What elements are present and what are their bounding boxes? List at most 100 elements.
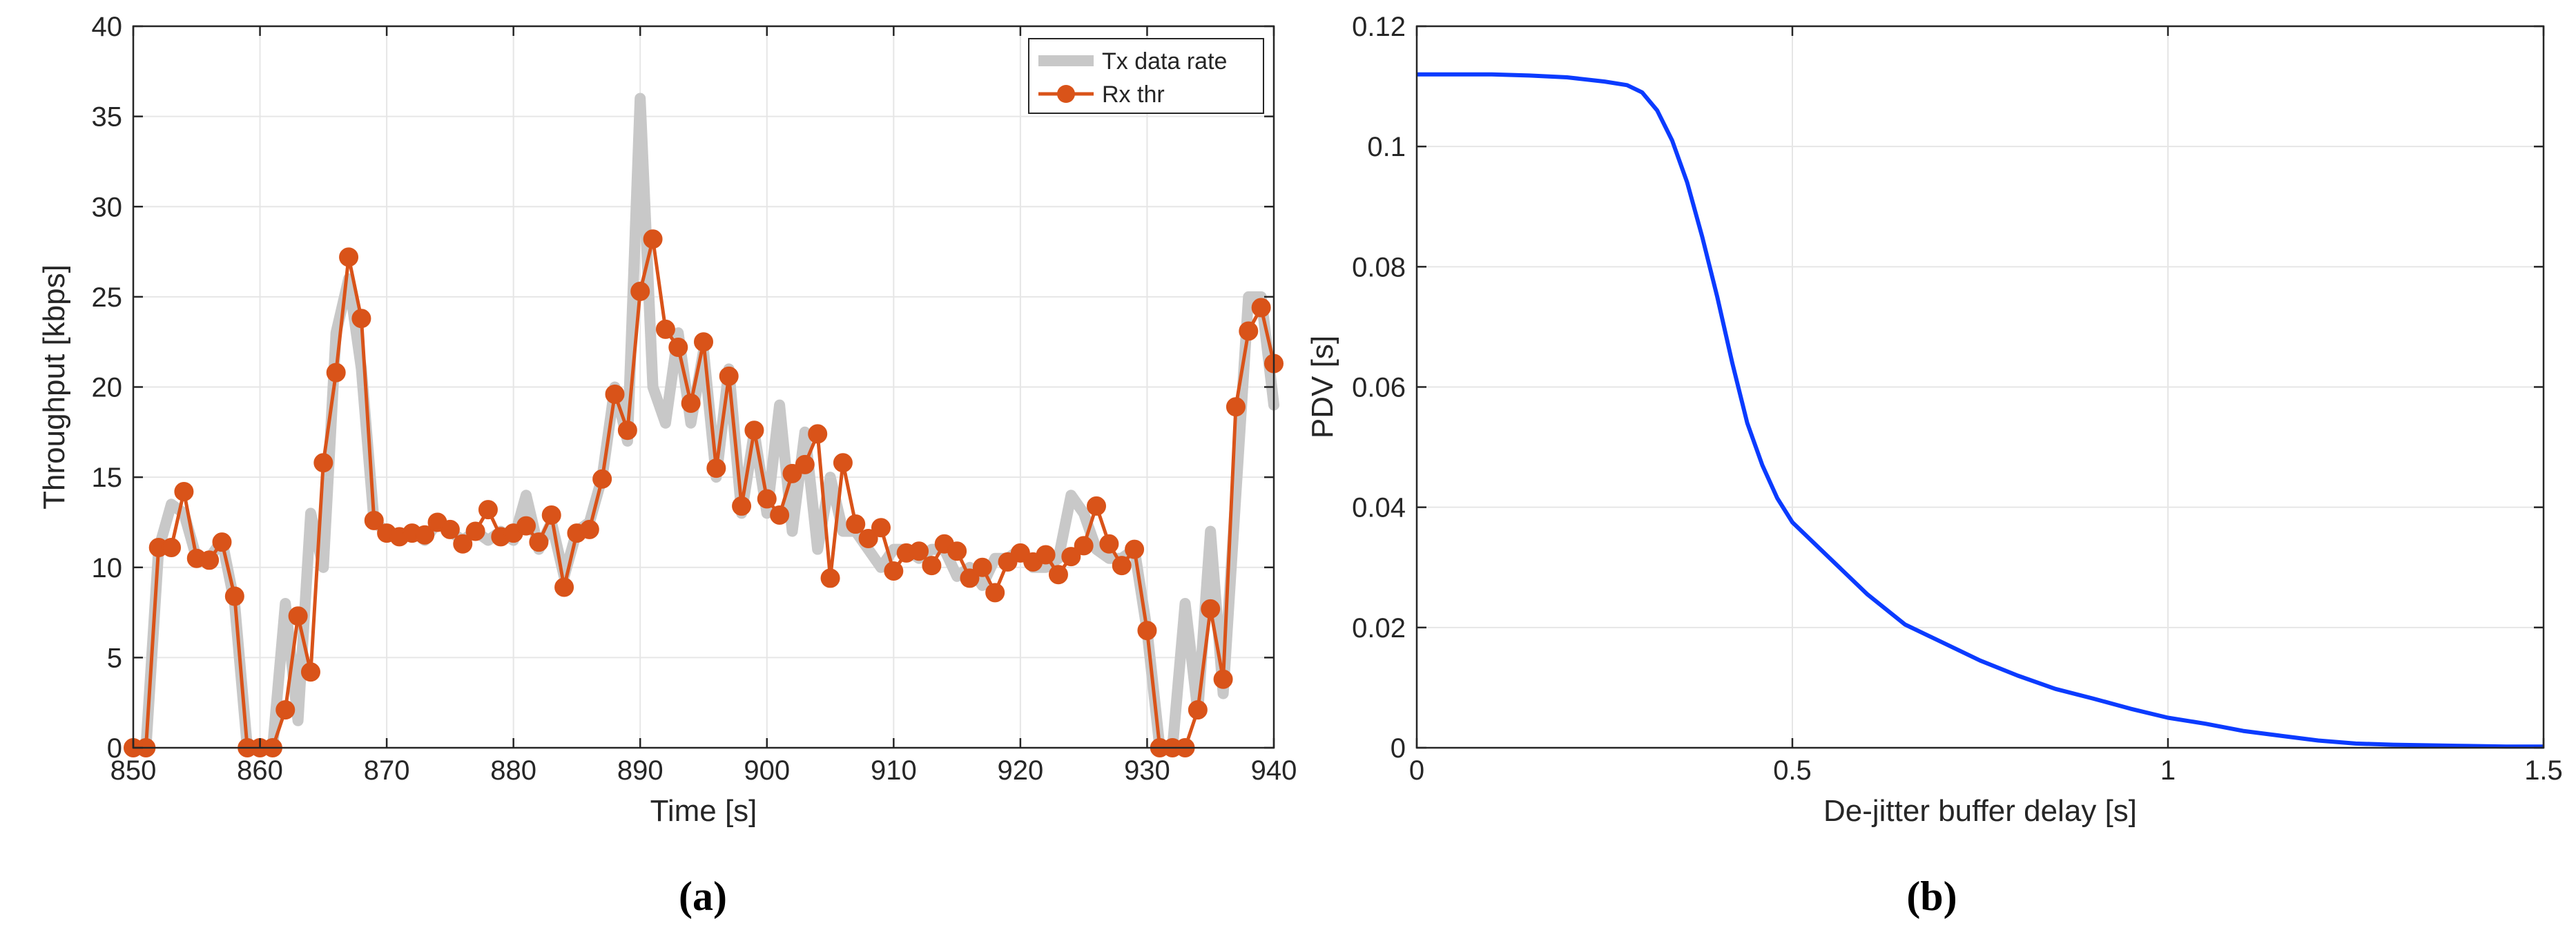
data-point-rx-thr xyxy=(643,229,663,249)
x-tick-label: 1.5 xyxy=(2524,755,2563,786)
data-point-rx-thr xyxy=(174,482,194,502)
x-tick-label: 940 xyxy=(1251,755,1297,786)
data-point-rx-thr xyxy=(617,420,637,441)
x-tick-label: 920 xyxy=(998,755,1044,786)
data-point-rx-thr xyxy=(732,496,752,516)
data-point-rx-thr xyxy=(1112,556,1132,576)
x-tick-label: 0.5 xyxy=(1773,755,1812,786)
data-point-rx-thr xyxy=(579,519,599,539)
data-point-rx-thr xyxy=(554,577,574,597)
data-point-rx-thr xyxy=(364,510,384,530)
data-point-rx-thr xyxy=(744,420,764,441)
x-tick-label: 850 xyxy=(110,755,157,786)
data-point-rx-thr xyxy=(719,366,739,386)
data-point-rx-thr xyxy=(288,606,308,626)
data-point-rx-thr xyxy=(415,525,435,545)
y-tick-label: 30 xyxy=(92,192,123,222)
legend: Tx data rate Rx thr xyxy=(1028,38,1264,114)
y-tick-label: 0.08 xyxy=(1352,252,1406,282)
data-point-rx-thr xyxy=(326,362,346,383)
data-point-rx-thr xyxy=(884,561,904,581)
y-tick-label: 25 xyxy=(92,282,123,313)
y-tick-label: 0.1 xyxy=(1367,132,1406,162)
x-tick-label: 1 xyxy=(2160,755,2176,786)
data-point-rx-thr xyxy=(162,538,182,558)
y-axis-label: PDV [s] xyxy=(1306,336,1339,438)
data-point-rx-thr xyxy=(465,521,485,541)
y-tick-label: 5 xyxy=(107,643,122,673)
data-point-rx-thr xyxy=(453,534,473,554)
data-point-rx-thr xyxy=(808,424,828,444)
legend-marker-rx xyxy=(1057,85,1075,103)
data-point-rx-thr xyxy=(947,541,967,561)
data-point-rx-thr xyxy=(339,247,359,267)
data-point-rx-thr xyxy=(1226,397,1246,417)
data-point-rx-thr xyxy=(478,500,498,520)
data-point-rx-thr xyxy=(1061,547,1081,567)
data-point-rx-thr xyxy=(1048,565,1068,585)
chart-a: 850 860 870 880 890 900 910 920 930 940 0 5 10 15 20 25… xyxy=(37,12,1297,828)
data-point-rx-thr xyxy=(655,319,675,339)
x-axis-label: Time [s] xyxy=(650,794,757,828)
x-tick-label: 930 xyxy=(1124,755,1170,786)
y-tick-label: 20 xyxy=(92,373,123,403)
y-tick-label: 0 xyxy=(107,733,122,764)
x-tick-label: 910 xyxy=(871,755,917,786)
data-point-rx-thr xyxy=(351,309,371,329)
x-tick-label: 900 xyxy=(744,755,790,786)
data-point-rx-thr xyxy=(605,384,625,404)
data-point-rx-thr xyxy=(630,282,650,302)
data-point-rx-thr xyxy=(871,518,891,538)
data-point-rx-thr xyxy=(516,516,536,536)
data-point-rx-thr xyxy=(960,568,980,588)
data-point-rx-thr xyxy=(275,700,296,720)
x-tick-label: 860 xyxy=(237,755,283,786)
y-axis-label: Throughput [kbps] xyxy=(37,264,71,510)
x-axis-label: De-jitter buffer delay [s] xyxy=(1823,794,2137,828)
data-point-rx-thr xyxy=(1137,621,1157,641)
chart-b: 0 0.5 1 1.5 0 0.02 0.04 0.06 0.08 0.1 0.12 De-jitte… xyxy=(1306,12,2563,828)
data-point-rx-thr xyxy=(1036,545,1056,565)
y-tick-label: 0.06 xyxy=(1352,373,1406,403)
data-point-rx-thr xyxy=(795,454,815,474)
data-point-rx-thr xyxy=(313,453,333,473)
data-point-rx-thr xyxy=(668,338,688,358)
data-point-rx-thr xyxy=(200,550,220,570)
data-point-rx-thr xyxy=(541,505,561,525)
y-tick-label: 0.02 xyxy=(1352,613,1406,644)
data-point-rx-thr xyxy=(909,541,929,561)
data-point-rx-thr xyxy=(858,528,878,548)
data-point-rx-thr xyxy=(846,514,866,534)
y-tick-label: 10 xyxy=(92,553,123,583)
caption-a: (a) xyxy=(679,873,727,919)
x-tick-label: 870 xyxy=(364,755,410,786)
data-point-rx-thr xyxy=(1201,599,1221,619)
x-tick-label: 880 xyxy=(490,755,536,786)
data-point-rx-thr xyxy=(985,583,1005,603)
data-point-rx-thr xyxy=(300,662,320,682)
data-point-rx-thr xyxy=(1087,496,1107,516)
y-tick-label: 40 xyxy=(92,12,123,42)
data-point-rx-thr xyxy=(1074,536,1094,556)
data-point-rx-thr xyxy=(681,394,701,414)
data-point-rx-thr xyxy=(922,556,942,576)
y-tick-label: 35 xyxy=(92,102,123,133)
data-point-rx-thr xyxy=(1251,298,1271,318)
data-point-rx-thr xyxy=(820,568,840,588)
data-point-rx-thr xyxy=(1239,321,1259,341)
data-point-rx-thr xyxy=(833,453,853,473)
data-point-rx-thr xyxy=(1188,700,1208,720)
data-point-rx-thr xyxy=(757,489,777,509)
caption-b: (b) xyxy=(1906,873,1957,919)
data-point-rx-thr xyxy=(1125,539,1145,559)
data-point-rx-thr xyxy=(972,557,992,577)
data-point-rx-thr xyxy=(212,532,232,552)
data-point-rx-thr xyxy=(440,519,460,539)
data-point-rx-thr xyxy=(1099,534,1119,554)
y-tick-label: 15 xyxy=(92,463,123,493)
y-tick-label: 0.12 xyxy=(1352,12,1406,42)
legend-entry-label: Rx thr xyxy=(1102,81,1165,108)
data-point-rx-thr xyxy=(694,332,713,352)
